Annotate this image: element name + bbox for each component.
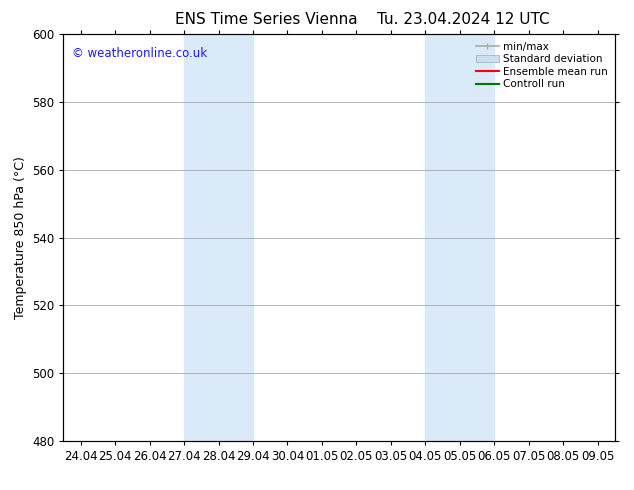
Text: ENS Time Series Vienna: ENS Time Series Vienna bbox=[175, 12, 358, 27]
Bar bbox=[425, 34, 495, 441]
Legend: min/max, Standard deviation, Ensemble mean run, Controll run: min/max, Standard deviation, Ensemble me… bbox=[474, 40, 610, 92]
Text: © weatheronline.co.uk: © weatheronline.co.uk bbox=[72, 47, 207, 59]
Text: Tu. 23.04.2024 12 UTC: Tu. 23.04.2024 12 UTC bbox=[377, 12, 549, 27]
Bar bbox=[184, 34, 253, 441]
Y-axis label: Temperature 850 hPa (°C): Temperature 850 hPa (°C) bbox=[13, 156, 27, 319]
